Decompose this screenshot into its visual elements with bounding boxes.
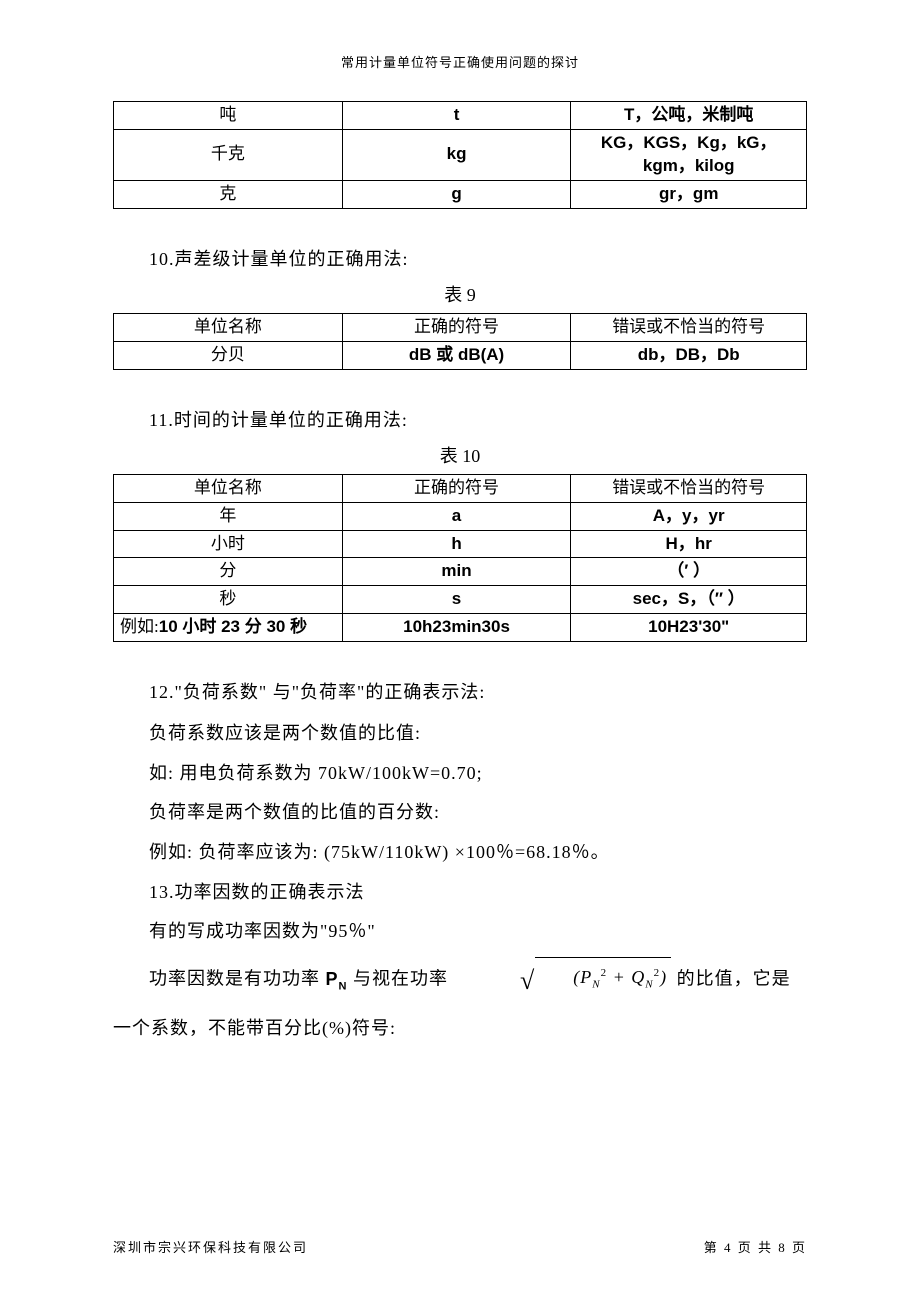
cell-name: 例如:10 小时 23 分 30 秒 — [114, 614, 343, 642]
header-name: 单位名称 — [114, 474, 343, 502]
table-9-caption: 表 9 — [113, 281, 807, 307]
table-row: 分贝 dB 或 dB(A) db，DB，Db — [114, 341, 807, 369]
header-name: 单位名称 — [114, 313, 343, 341]
section-11-heading: 11.时间的计量单位的正确用法: — [113, 406, 807, 432]
page-header-title: 常用计量单位符号正确使用问题的探讨 — [113, 52, 807, 71]
table-row: 年 a A，y，yr — [114, 502, 807, 530]
section-12-p2: 如: 用电负荷系数为 70kW/100kW=0.70; — [113, 754, 807, 794]
table-row: 小时 h H，hr — [114, 530, 807, 558]
section-10-heading: 10.声差级计量单位的正确用法: — [113, 245, 807, 271]
sqrt-radicand: (PN2 + QN2) — [535, 957, 671, 998]
cell-correct: kg — [342, 129, 571, 180]
table-header-row: 单位名称 正确的符号 错误或不恰当的符号 — [114, 474, 807, 502]
cell-name: 吨 — [114, 102, 343, 130]
cell-wrong: A，y，yr — [571, 502, 807, 530]
table-row: 吨 t T，公吨，米制吨 — [114, 102, 807, 130]
cell-wrong: db，DB，Db — [571, 341, 807, 369]
cell-wrong: KG，KGS，Kg，kG，kgm，kilog — [571, 129, 807, 180]
formula-mid-text: 与视在功率 — [347, 969, 448, 989]
section-13-formula-line: 功率因数是有功功率 PN 与视在功率√(PN2 + QN2) 的比值，它是一个系… — [113, 952, 807, 1049]
table-10: 单位名称 正确的符号 错误或不恰当的符号 年 a A，y，yr 小时 h H，h… — [113, 474, 807, 643]
header-correct: 正确的符号 — [342, 474, 571, 502]
cell-name: 千克 — [114, 129, 343, 180]
table-9: 单位名称 正确的符号 错误或不恰当的符号 分贝 dB 或 dB(A) db，DB… — [113, 313, 807, 370]
section-13-p1: 有的写成功率因数为"95％" — [113, 912, 807, 952]
example-prefix: 例如: — [120, 617, 159, 636]
section-13-heading: 13.功率因数的正确表示法 — [113, 873, 807, 913]
formula-pre-text: 功率因数是有功功率 — [149, 969, 326, 989]
footer-pagination: 第 4 页 共 8 页 — [704, 1237, 807, 1256]
sqrt-icon: √ — [484, 952, 535, 1009]
cell-correct: t — [342, 102, 571, 130]
example-bold: 10 小时 23 分 30 秒 — [159, 617, 307, 636]
section-12-p1: 负荷系数应该是两个数值的比值: — [113, 714, 807, 754]
cell-correct: g — [342, 180, 571, 208]
cell-wrong: H，hr — [571, 530, 807, 558]
cell-correct: s — [342, 586, 571, 614]
section-12-p4: 例如: 负荷率应该为: (75kW/110kW) ×100％=68.18％。 — [113, 833, 807, 873]
table-mass-units: 吨 t T，公吨，米制吨 千克 kg KG，KGS，Kg，kG，kgm，kilo… — [113, 101, 807, 209]
cell-name: 分 — [114, 558, 343, 586]
cell-name: 小时 — [114, 530, 343, 558]
cell-correct: dB 或 dB(A) — [342, 341, 571, 369]
cell-name: 克 — [114, 180, 343, 208]
section-12-heading: 12."负荷系数" 与"负荷率"的正确表示法: — [113, 678, 807, 704]
cell-correct: min — [342, 558, 571, 586]
table-10-caption: 表 10 — [113, 442, 807, 468]
cell-correct: 10h23min30s — [342, 614, 571, 642]
header-wrong: 错误或不恰当的符号 — [571, 313, 807, 341]
header-correct: 正确的符号 — [342, 313, 571, 341]
section-12-p3: 负荷率是两个数值的比值的百分数: — [113, 793, 807, 833]
sqrt-expression: √(PN2 + QN2) — [448, 952, 671, 1009]
page-footer: 深圳市宗兴环保科技有限公司 第 4 页 共 8 页 — [113, 1237, 807, 1256]
cell-name: 分贝 — [114, 341, 343, 369]
cell-wrong: 10H23'30" — [571, 614, 807, 642]
cell-name: 年 — [114, 502, 343, 530]
cell-wrong: （′ ） — [571, 558, 807, 586]
cell-correct: h — [342, 530, 571, 558]
cell-wrong: sec，S，（″ ） — [571, 586, 807, 614]
table-row: 秒 s sec，S，（″ ） — [114, 586, 807, 614]
footer-company: 深圳市宗兴环保科技有限公司 — [113, 1237, 308, 1256]
table-row: 克 g gr，gm — [114, 180, 807, 208]
table-example-row: 例如:10 小时 23 分 30 秒 10h23min30s 10H23'30" — [114, 614, 807, 642]
table-header-row: 单位名称 正确的符号 错误或不恰当的符号 — [114, 313, 807, 341]
table-row: 千克 kg KG，KGS，Kg，kG，kgm，kilog — [114, 129, 807, 180]
cell-wrong: T，公吨，米制吨 — [571, 102, 807, 130]
table-row: 分 min （′ ） — [114, 558, 807, 586]
cell-correct: a — [342, 502, 571, 530]
cell-wrong: gr，gm — [571, 180, 807, 208]
header-wrong: 错误或不恰当的符号 — [571, 474, 807, 502]
cell-name: 秒 — [114, 586, 343, 614]
formula-pn-symbol: PN — [326, 969, 348, 989]
